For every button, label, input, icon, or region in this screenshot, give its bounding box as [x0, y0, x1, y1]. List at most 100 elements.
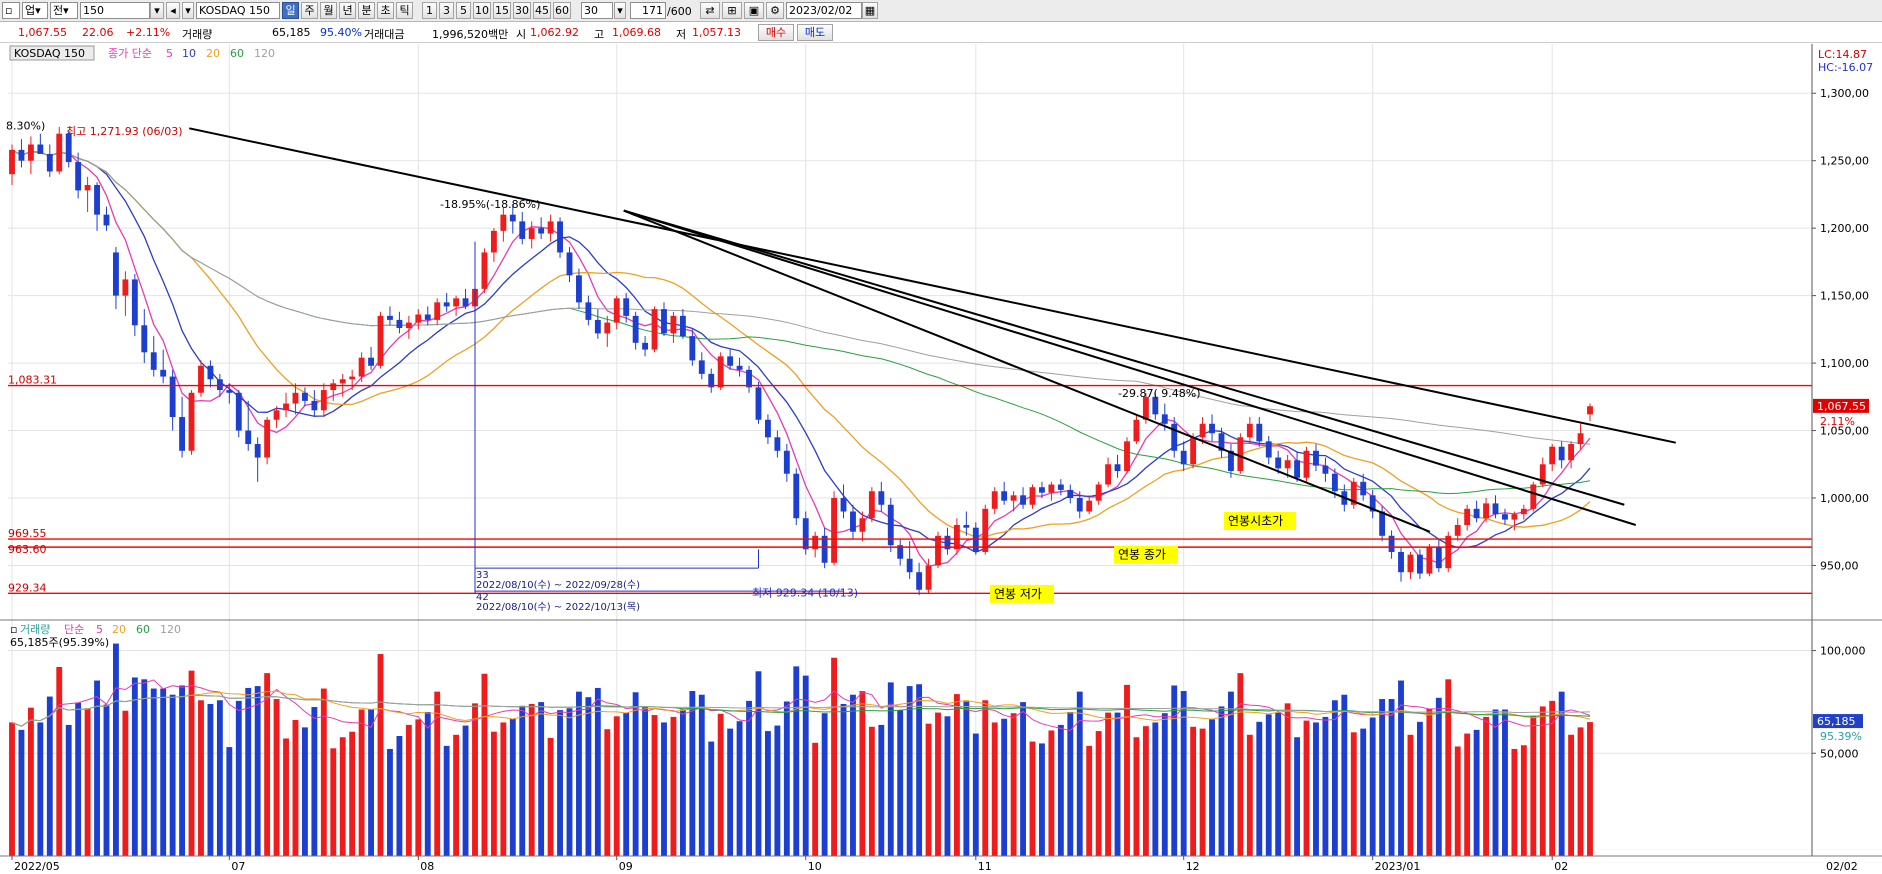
- volume-bar: [330, 748, 337, 856]
- volume-bar: [906, 686, 913, 856]
- trendline: [189, 127, 1676, 444]
- hline-label: 969.55: [8, 527, 47, 540]
- price-legend-title: KOSDAQ 150: [14, 47, 85, 60]
- period-tab-0[interactable]: 일: [282, 2, 299, 19]
- count-input[interactable]: 171: [630, 2, 666, 19]
- menu-square-icon[interactable]: ▫: [2, 2, 20, 19]
- volume-bar: [1539, 706, 1546, 856]
- volume-bar: [320, 688, 327, 856]
- candle-body: [585, 302, 592, 320]
- period-tab-6[interactable]: 틱: [396, 2, 413, 19]
- save-icon[interactable]: ▣: [744, 2, 764, 19]
- period-mode-select[interactable]: 전▾: [50, 2, 78, 19]
- date-input[interactable]: 2023/02/02: [786, 2, 862, 19]
- candle-body: [330, 383, 337, 391]
- speaker-icon[interactable]: ◂: [166, 2, 180, 19]
- volume-bar: [94, 680, 100, 856]
- volume-bar: [1076, 691, 1083, 856]
- interval-button-5[interactable]: 5: [456, 2, 471, 19]
- shuffle-icon[interactable]: ⇄: [700, 2, 720, 19]
- volume-bar: [188, 670, 195, 856]
- candle-body: [1246, 423, 1253, 438]
- volume-bar: [1445, 679, 1452, 856]
- time-tick-label: 10: [808, 860, 822, 873]
- candle-body: [1057, 484, 1064, 490]
- candle-body: [944, 535, 951, 550]
- interval-button-45[interactable]: 45: [533, 2, 551, 19]
- candle-body: [169, 376, 176, 418]
- volume-bar: [1001, 718, 1008, 856]
- price-tick-label: 1,250,00: [1820, 155, 1869, 168]
- candle-body: [1228, 450, 1234, 472]
- range-count-bottom: 42: [476, 592, 489, 603]
- sell-button[interactable]: 매도: [797, 24, 833, 41]
- chevron-down-icon: ▾: [35, 4, 41, 17]
- volume-bar: [708, 741, 715, 856]
- volume-bar: [75, 702, 82, 856]
- volume-bar: [547, 737, 554, 856]
- chevron-down-icon[interactable]: ▾: [182, 2, 194, 19]
- candle-body: [1388, 535, 1395, 552]
- period-tab-3[interactable]: 년: [339, 2, 356, 19]
- period-tab-4[interactable]: 분: [358, 2, 375, 19]
- price-legend-box: [9, 45, 95, 61]
- gear-icon[interactable]: ⚙: [766, 2, 784, 19]
- range-text-bottom: 2022/08/10(수) ~ 2022/10/13(목): [476, 601, 640, 613]
- candle-body: [1454, 524, 1461, 536]
- candle-body: [1086, 500, 1093, 512]
- volume-bar: [538, 702, 545, 856]
- volume-bar: [746, 700, 752, 856]
- price-tick-label: 1,200,00: [1820, 222, 1869, 235]
- buy-button[interactable]: 매수: [758, 24, 794, 41]
- candle-body: [27, 144, 34, 161]
- candle-body: [1256, 423, 1263, 442]
- interval-button-1[interactable]: 1: [422, 2, 437, 19]
- chevron-down-icon[interactable]: ▾: [614, 2, 626, 19]
- period-tab-1[interactable]: 주: [301, 2, 318, 19]
- volume-bar: [481, 673, 488, 856]
- hline-label: 929.34: [8, 581, 47, 594]
- interval-button-15[interactable]: 15: [493, 2, 511, 19]
- interval-button-30[interactable]: 30: [513, 2, 531, 19]
- calendar-icon[interactable]: ▦: [862, 2, 878, 19]
- volume-bar: [850, 694, 856, 856]
- candle-body: [793, 473, 800, 519]
- candle-body: [1265, 441, 1272, 458]
- candle-body: [670, 315, 677, 334]
- chevron-down-icon: ▾: [63, 4, 69, 17]
- annotation-label: 연봉 저가: [994, 587, 1042, 601]
- volume-bar: [377, 654, 384, 856]
- interval-button-60[interactable]: 60: [553, 2, 571, 19]
- price-tick-label: 1,150,00: [1820, 290, 1869, 303]
- candle-body: [1568, 444, 1575, 461]
- candle-body: [1275, 457, 1282, 469]
- volume-bar: [1568, 734, 1575, 856]
- crop-icon[interactable]: ⊞: [722, 2, 742, 19]
- period-tab-5[interactable]: 초: [377, 2, 394, 19]
- interval-button-10[interactable]: 10: [473, 2, 491, 19]
- candle-body: [991, 491, 998, 509]
- search-icon[interactable]: ▾: [150, 2, 164, 19]
- volume-bar: [519, 705, 526, 856]
- code-input[interactable]: 150: [80, 2, 150, 19]
- volume-bar: [991, 722, 998, 856]
- annotation-box: [1114, 545, 1178, 564]
- interval-button-3[interactable]: 3: [439, 2, 454, 19]
- period-tab-2[interactable]: 월: [320, 2, 337, 19]
- volume-bar: [982, 700, 989, 856]
- volume-bar: [1549, 700, 1556, 856]
- volume-bar: [56, 666, 63, 856]
- market-select[interactable]: 업▾: [22, 2, 48, 19]
- volume-subtitle: 65,185주(95.39%): [10, 636, 109, 649]
- candle-body: [254, 444, 261, 458]
- candle-body: [481, 252, 488, 289]
- candle-body: [698, 360, 705, 374]
- annotation-label: 연봉시초가: [1228, 514, 1283, 528]
- price-chart[interactable]: 1,083.31 969.55 963.60 929.34 1,300,00 1,250…: [0, 44, 1882, 874]
- interval-select[interactable]: 30: [581, 2, 613, 19]
- candle-body: [1152, 396, 1159, 415]
- candle-body: [1199, 423, 1206, 438]
- price-legend-ma-120: 120: [254, 47, 275, 60]
- volume-bar: [1350, 732, 1357, 856]
- volume-bar: [292, 719, 299, 856]
